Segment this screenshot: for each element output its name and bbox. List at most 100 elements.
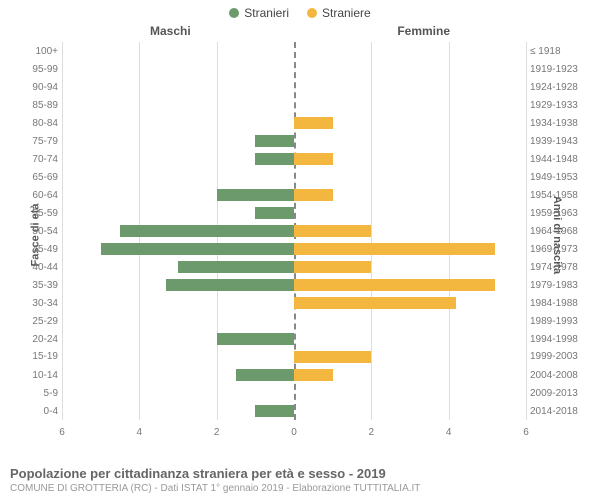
bar-male: [101, 243, 294, 256]
age-row: 35-391979-1983: [62, 276, 526, 294]
header-male: Maschi: [150, 24, 191, 38]
birth-label: 1939-1943: [530, 136, 588, 147]
birth-label: 1924-1928: [530, 82, 588, 93]
birth-label: 1999-2003: [530, 351, 588, 362]
age-label: 100+: [18, 46, 58, 57]
x-tick: 0: [291, 427, 297, 438]
bar-female: [294, 261, 371, 274]
age-row: 75-791939-1943: [62, 132, 526, 150]
bar-male: [120, 225, 294, 238]
birth-label: 1934-1938: [530, 118, 588, 129]
age-label: 60-64: [18, 190, 58, 201]
age-label: 45-49: [18, 244, 58, 255]
x-tick: 2: [369, 427, 375, 438]
footer: Popolazione per cittadinanza straniera p…: [10, 466, 420, 494]
bar-male: [166, 279, 294, 292]
age-label: 40-44: [18, 262, 58, 273]
birth-label: 1974-1978: [530, 262, 588, 273]
age-label: 65-69: [18, 172, 58, 183]
bar-female: [294, 153, 333, 166]
age-label: 35-39: [18, 280, 58, 291]
age-label: 10-14: [18, 370, 58, 381]
birth-label: 1989-1993: [530, 316, 588, 327]
age-row: 70-741944-1948: [62, 150, 526, 168]
bar-male: [236, 369, 294, 382]
age-row: 65-691949-1953: [62, 168, 526, 186]
age-row: 50-541964-1968: [62, 222, 526, 240]
birth-label: 1969-1973: [530, 244, 588, 255]
x-tick: 4: [446, 427, 452, 438]
legend-female: Straniere: [307, 6, 371, 20]
bar-male: [217, 189, 294, 202]
age-row: 55-591959-1963: [62, 204, 526, 222]
age-row: 80-841934-1938: [62, 114, 526, 132]
age-row: 45-491969-1973: [62, 240, 526, 258]
grid-line: [526, 42, 527, 420]
birth-label: 1929-1933: [530, 100, 588, 111]
bar-male: [255, 207, 294, 220]
swatch-female: [307, 8, 317, 18]
x-tick: 2: [214, 427, 220, 438]
age-label: 5-9: [18, 388, 58, 399]
bar-female: [294, 351, 371, 364]
age-row: 60-641954-1958: [62, 186, 526, 204]
age-label: 70-74: [18, 154, 58, 165]
age-label: 80-84: [18, 118, 58, 129]
age-row: 25-291989-1993: [62, 312, 526, 330]
birth-label: 1919-1923: [530, 64, 588, 75]
birth-label: 1949-1953: [530, 172, 588, 183]
age-row: 30-341984-1988: [62, 294, 526, 312]
age-label: 30-34: [18, 298, 58, 309]
header-female: Femmine: [397, 24, 450, 38]
bar-female: [294, 369, 333, 382]
age-row: 10-142004-2008: [62, 366, 526, 384]
age-row: 5-92009-2013: [62, 384, 526, 402]
age-label: 0-4: [18, 406, 58, 417]
age-row: 85-891929-1933: [62, 96, 526, 114]
bar-male: [255, 153, 294, 166]
age-label: 20-24: [18, 334, 58, 345]
footer-sub: COMUNE DI GROTTERIA (RC) - Dati ISTAT 1°…: [10, 483, 420, 494]
bar-female: [294, 297, 456, 310]
birth-label: 1984-1988: [530, 298, 588, 309]
age-row: 15-191999-2003: [62, 348, 526, 366]
bar-male: [255, 135, 294, 148]
age-label: 95-99: [18, 64, 58, 75]
birth-label: 2014-2018: [530, 406, 588, 417]
age-label: 90-94: [18, 82, 58, 93]
chart-area: Maschi Femmine Fasce di età Anni di nasc…: [0, 20, 600, 450]
age-row: 95-991919-1923: [62, 60, 526, 78]
legend-male: Stranieri: [229, 6, 289, 20]
bar-male: [255, 405, 294, 418]
age-row: 0-42014-2018: [62, 402, 526, 420]
bar-female: [294, 117, 333, 130]
birth-label: 1959-1963: [530, 208, 588, 219]
legend-female-label: Straniere: [322, 6, 371, 20]
birth-label: 1954-1958: [530, 190, 588, 201]
bar-male: [178, 261, 294, 274]
birth-label: 2009-2013: [530, 388, 588, 399]
birth-label: 1994-1998: [530, 334, 588, 345]
birth-label: ≤ 1918: [530, 46, 588, 57]
legend: Stranieri Straniere: [0, 0, 600, 20]
x-tick: 6: [59, 427, 65, 438]
age-row: 90-941924-1928: [62, 78, 526, 96]
bar-female: [294, 243, 495, 256]
bar-male: [217, 333, 294, 346]
x-tick: 6: [523, 427, 529, 438]
age-row: 40-441974-1978: [62, 258, 526, 276]
age-label: 75-79: [18, 136, 58, 147]
swatch-male: [229, 8, 239, 18]
age-label: 85-89: [18, 100, 58, 111]
bar-female: [294, 225, 371, 238]
bar-female: [294, 189, 333, 202]
age-label: 55-59: [18, 208, 58, 219]
birth-label: 1944-1948: [530, 154, 588, 165]
x-tick: 4: [137, 427, 143, 438]
birth-label: 2004-2008: [530, 370, 588, 381]
age-row: 20-241994-1998: [62, 330, 526, 348]
age-label: 50-54: [18, 226, 58, 237]
plot: 6420246100+≤ 191895-991919-192390-941924…: [62, 42, 526, 420]
bar-female: [294, 279, 495, 292]
birth-label: 1979-1983: [530, 280, 588, 291]
